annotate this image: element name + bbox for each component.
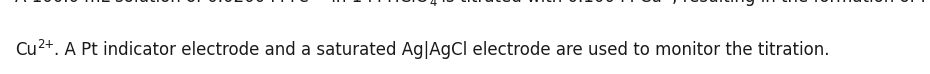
Text: Cu: Cu xyxy=(15,41,37,59)
Text: in 1 M HClO: in 1 M HClO xyxy=(326,0,429,6)
Text: is titrated with 0.100 M Cu: is titrated with 0.100 M Cu xyxy=(436,0,662,6)
Text: , resulting in the formation of Fe: , resulting in the formation of Fe xyxy=(671,0,930,6)
Text: A 100.0 mL solution of 0.0200 M Fe: A 100.0 mL solution of 0.0200 M Fe xyxy=(15,0,309,6)
Text: 2+: 2+ xyxy=(37,38,54,51)
Text: 4: 4 xyxy=(429,0,436,9)
Text: . A Pt indicator electrode and a saturated Ag|AgCl electrode are used to monitor: . A Pt indicator electrode and a saturat… xyxy=(54,41,830,59)
